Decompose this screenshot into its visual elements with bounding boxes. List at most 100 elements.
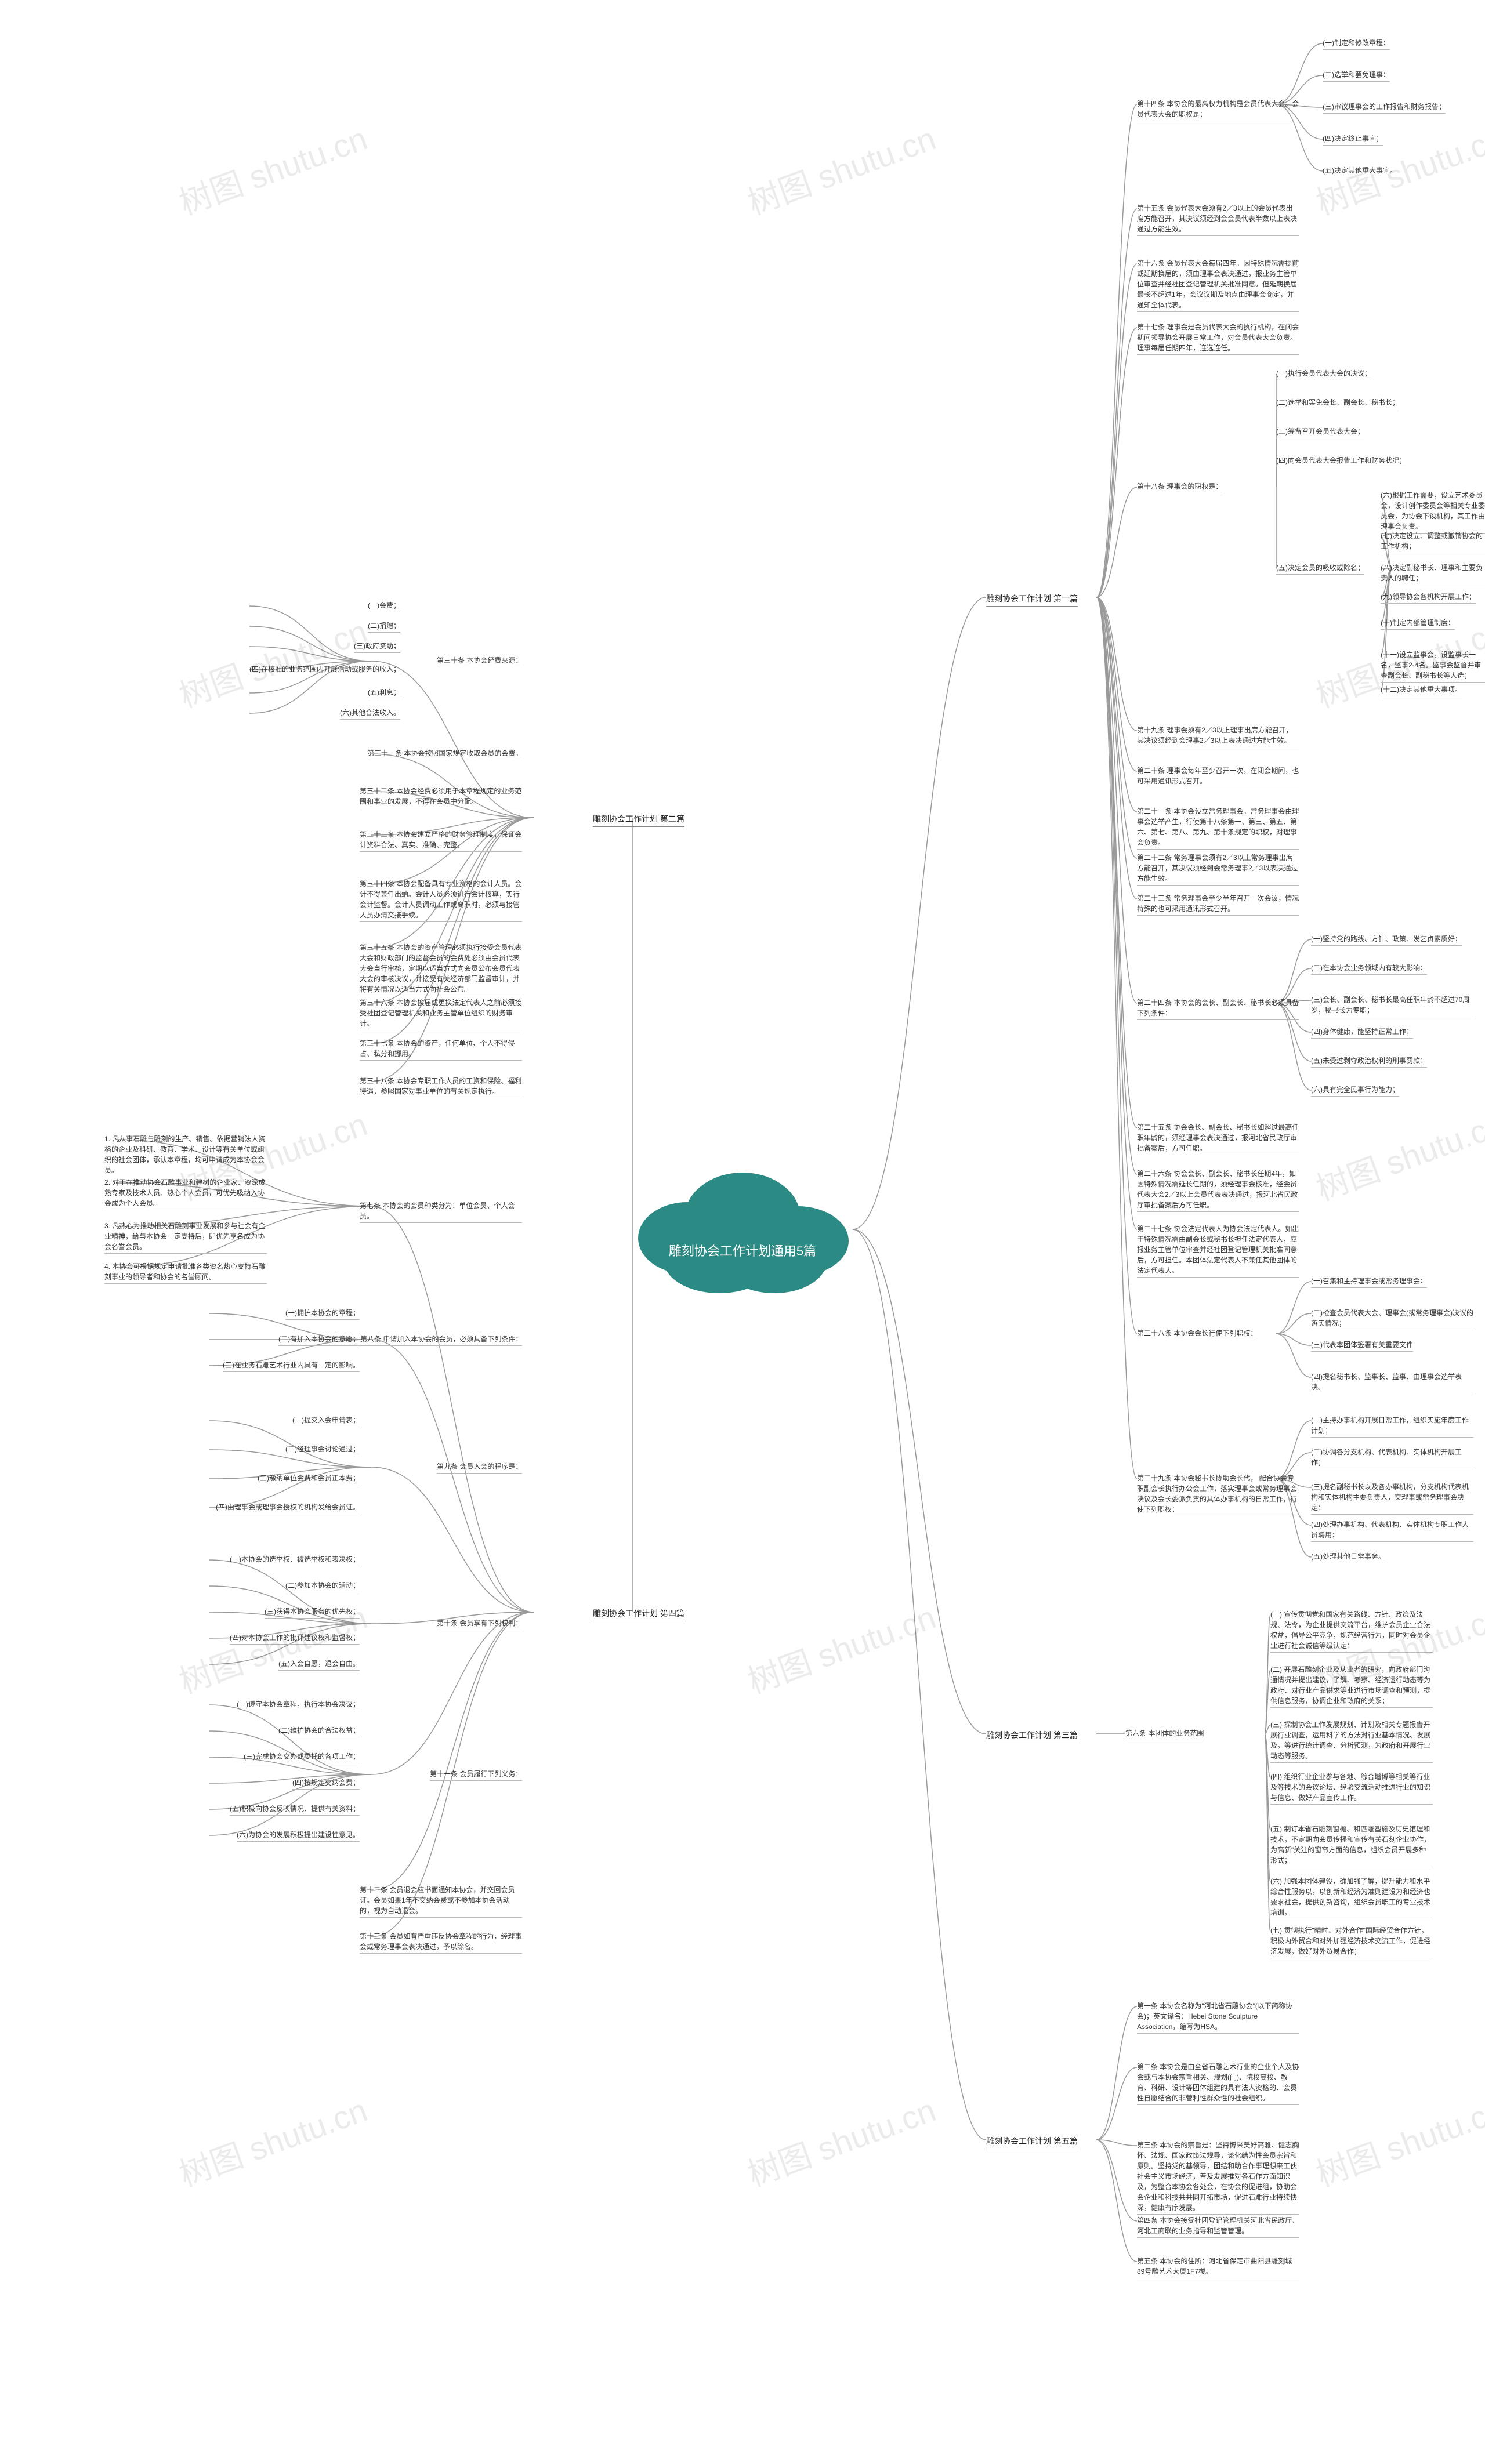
leaf-node: (二)有加入本协会的意愿； xyxy=(278,1334,360,1346)
leaf-node: (九)领导协会各机构开展工作； xyxy=(1381,591,1476,604)
leaf-node: 第十四条 本协会的最高权力机构是会员代表大会。会员代表大会的职权是： xyxy=(1137,99,1299,121)
center-node: 雕刻协会工作计划通用5篇 xyxy=(632,1160,853,1299)
branch-node: 雕刻协会工作计划 第二篇 xyxy=(593,812,684,827)
leaf-node: (四) 组织行业企业参与各地、综合增博等相关等行业及等技术的会议论坛、经验交流活… xyxy=(1270,1772,1433,1805)
leaf-node: 第三十一条 本协会按照国家规定收取会员的会费。 xyxy=(367,748,522,760)
leaf-node: 第二条 本协会是由全省石雕艺术行业的企业个人及协会或与本协会宗旨相关、规划(门)… xyxy=(1137,2062,1299,2105)
cloud-icon xyxy=(632,1160,853,1299)
leaf-node: (一)会费； xyxy=(368,600,400,612)
leaf-node: (四)提名秘书长、监事长、监事、由理事会选举表决。 xyxy=(1311,1371,1473,1394)
leaf-node: (四)向会员代表大会报告工作和财务状况； xyxy=(1276,455,1406,467)
leaf-node: (十二)决定其他重大事项。 xyxy=(1381,684,1462,696)
leaf-node: (六)其他合法收入。 xyxy=(340,707,400,720)
leaf-node: (四)决定终止事宜； xyxy=(1323,133,1383,146)
leaf-node: (一)制定和修改章程； xyxy=(1323,38,1390,50)
leaf-node: (四)对本协会工作的批评建议权和监督权； xyxy=(230,1632,360,1645)
leaf-node: 第二十一条 本协会设立常务理事会。常务理事会由理事会选举产生，行使第十八条第一、… xyxy=(1137,806,1299,850)
leaf-node: (一)提交入会申请表； xyxy=(292,1415,360,1427)
leaf-node: (六)具有完全民事行为能力； xyxy=(1311,1084,1399,1097)
leaf-node: 第十六条 会员代表大会每届四年。因特殊情况需提前或延期换届的，须由理事会表决通过… xyxy=(1137,258,1299,312)
leaf-node: 第三十五条 本协会的资产管理必须执行接受会员代表大会和财政部门的监督会员的会费处… xyxy=(360,942,522,996)
branch-node: 雕刻协会工作计划 第三篇 xyxy=(986,1728,1078,1743)
leaf-node: 第七条 本协会的会员种类分为：单位会员、个人会员。 xyxy=(360,1200,522,1223)
leaf-node: (七)决定设立、调整或撤销协会的工作机构； xyxy=(1381,531,1485,553)
leaf-node: (七) 贯彻执行"晴时、对外合作"国际经贸合作方针，积极内外贸合和对外加强经济技… xyxy=(1270,1925,1433,1958)
leaf-node: (四)身体健康，能坚持正常工作； xyxy=(1311,1026,1413,1039)
leaf-node: (三)完成协会交办或委托的各项工作； xyxy=(244,1751,360,1763)
leaf-node: (二)选举和罢免理事； xyxy=(1323,70,1390,82)
leaf-node: 第十条 会员享有下列权利： xyxy=(437,1618,522,1630)
leaf-node: (五)积极向协会反映情况、提供有关资料； xyxy=(230,1803,360,1816)
center-title: 雕刻协会工作计划通用5篇 xyxy=(632,1241,853,1260)
leaf-node: (六)根据工作需要，设立艺术委员会，设计创作委员会等相关专业委员会，为协会下设机… xyxy=(1381,490,1485,534)
leaf-node: 1. 凡从事石雕与雕刻的生产、销售、依据营销法人资格的企业及科研、教育、学术、设… xyxy=(104,1134,267,1177)
leaf-node: 第十五条 会员代表大会须有2／3以上的会员代表出席方能召开，其决议须经到会会员代… xyxy=(1137,203,1299,236)
leaf-node: (一) 宣传贯彻党和国家有关路线、方针、政策及法规、法令，为企业提供交流平台，维… xyxy=(1270,1609,1433,1653)
leaf-node: (四)由理事会或理事会授权的机构发给会员证。 xyxy=(216,1502,360,1514)
leaf-node: (五)处理其他日常事务。 xyxy=(1311,1551,1385,1563)
leaf-node: (一)主持办事机构开展日常工作，组织实施年度工作计划； xyxy=(1311,1415,1473,1438)
leaf-node: (四)处理办事机构、代表机构、实体机构专职工作人员聘用； xyxy=(1311,1519,1473,1542)
leaf-node: (三)筹备召开会员代表大会； xyxy=(1276,426,1364,438)
leaf-node: (五)决定会员的吸收或除名； xyxy=(1276,563,1364,575)
leaf-node: (二)捐赠； xyxy=(368,620,400,633)
leaf-node: 第十三条 会员如有严重违反协会章程的行为，经理事会或常务理事会表决通过，予以除名… xyxy=(360,1931,522,1954)
leaf-node: (一)召集和主持理事会或常务理事会； xyxy=(1311,1276,1427,1288)
leaf-node: (三)政府资助； xyxy=(354,641,400,653)
leaf-node: (二) 开展石雕刻企业及从业者的研究，向政府部门沟通情况并提出建议，了解、考察、… xyxy=(1270,1664,1433,1708)
leaf-node: (六) 加强本团体建设，确加强了解，提升能力和水平综合性服务以，以创新和经济为准… xyxy=(1270,1876,1433,1919)
leaf-node: 第二十四条 本协会的会长、副会长、秘书长必须具备下列条件： xyxy=(1137,997,1299,1020)
leaf-node: (五)决定其他重大事宜。 xyxy=(1323,165,1397,177)
leaf-node: (一)坚持党的路线、方针、政策、发乞贞素质好； xyxy=(1311,934,1462,946)
leaf-node: 第三十四条 本协会配备具有专业资格的会计人员。会计不得兼任出纳。会计人员必须进行… xyxy=(360,879,522,922)
leaf-node: 第三十七条 本协会的资产，任何单位、个人不得侵占、私分和挪用。 xyxy=(360,1038,522,1061)
branch-node: 雕刻协会工作计划 第四篇 xyxy=(593,1606,684,1621)
leaf-node: 3. 凡热心为推动相关石雕刻事业发展和参与社会有企业精神，给与本协会一定支持后，… xyxy=(104,1221,267,1254)
leaf-node: (三)审议理事会的工作报告和财务报告； xyxy=(1323,101,1446,114)
leaf-node: (三) 探制协会工作发展规划、计划及相关专题报告开展行业调查，运用科学的方法对行… xyxy=(1270,1719,1433,1763)
leaf-node: 第八条 申请加入本协会的会员，必须具备下列条件： xyxy=(360,1334,522,1346)
leaf-node: 第六条 本团体的业务范围 xyxy=(1125,1728,1204,1740)
leaf-node: 第一条 本协会名称为"河北省石雕协会"(以下简称协会)；英文译名：Hebei S… xyxy=(1137,2001,1299,2034)
leaf-node: 第二十二条 常务理事会须有2／3以上常务理事出席方能召开，其决议须经到会常务理事… xyxy=(1137,852,1299,886)
leaf-node: (一)拥护本协会的章程； xyxy=(285,1308,360,1320)
leaf-node: 第二十条 理事会每年至少召开一次，在闭会期间，也可采用通讯形式召开。 xyxy=(1137,765,1299,788)
leaf-node: 第三十条 本协会经费来源： xyxy=(437,655,522,667)
leaf-node: (五) 制订本省石雕刻窗檐、和匹雕塑施及历史馆理和技术，不定期向会员传播和宣传有… xyxy=(1270,1824,1433,1867)
leaf-node: (二)经理事会讨论通过； xyxy=(285,1444,360,1456)
leaf-node: (三)会长、副会长、秘书长最高任职年龄不超过70周岁，秘书长为专职； xyxy=(1311,995,1473,1017)
branch-node: 雕刻协会工作计划 第五篇 xyxy=(986,2134,1078,2149)
branch-node: 雕刻协会工作计划 第一篇 xyxy=(986,591,1078,607)
leaf-node: 第十八条 理事会的职权是： xyxy=(1137,481,1222,493)
leaf-node: (一)本协会的选举权、被选举权和表决权； xyxy=(230,1554,360,1566)
leaf-node: (一)执行会员代表大会的决议； xyxy=(1276,368,1371,380)
leaf-node: 第二十九条 本协会秘书长协助会长代， 配合协会专职副会长执行办公会工作，落实理事… xyxy=(1137,1473,1299,1516)
leaf-node: (六)为协会的发展积极提出建设性意见。 xyxy=(237,1830,360,1842)
leaf-node: (五)未受过剥夺政治权利的刑事罚款； xyxy=(1311,1055,1427,1068)
leaf-node: 第三十八条 本协会专职工作人员的工资和保险、福利待遇，参照国家对事业单位的有关规… xyxy=(360,1076,522,1098)
leaf-node: 第二十八条 本协会会长行使下列职权： xyxy=(1137,1328,1257,1340)
leaf-node: (三)在业务石雕艺术行业内具有一定的影响。 xyxy=(223,1360,360,1372)
leaf-node: (五)利息； xyxy=(368,687,400,699)
leaf-node: (五)入会自愿，退会自由。 xyxy=(278,1659,360,1671)
leaf-node: (四)按规定交纳会费； xyxy=(292,1777,360,1790)
leaf-node: 第十二条 会员退会应书面通知本协会，并交回会员证。会员如果1年不交纳会费或不参加… xyxy=(360,1885,522,1918)
leaf-node: 第三十二条 本协会经费必须用于本章程规定的业务范围和事业的发展，不得在会员中分配… xyxy=(360,786,522,808)
leaf-node: (十一)设立监事会，设监事长一名，监事2-4名。监事会监督并审查副会长、副秘书长… xyxy=(1381,649,1485,683)
leaf-node: 第十七条 理事会是会员代表大会的执行机构，在闭会期间领导协会开展日常工作，对会员… xyxy=(1137,322,1299,355)
leaf-node: 第十九条 理事会须有2／3以上理事出席方能召开，其决议须经到会理事2／3以上表决… xyxy=(1137,725,1299,747)
leaf-node: (二)协调各分支机构、代表机构、实体机构开展工作； xyxy=(1311,1447,1473,1469)
leaf-node: (二)参加本协会的活动； xyxy=(285,1580,360,1592)
leaf-node: (三)代表本团体签署有关重要文件 xyxy=(1311,1340,1413,1352)
leaf-node: (二)维护协会的合法权益； xyxy=(278,1725,360,1737)
leaf-node: 第四条 本协会接受社团登记管理机关河北省民政厅、河北工商联的业务指导和监管管理。 xyxy=(1137,2215,1299,2238)
leaf-node: (八)决定副秘书长、理事和主要负责人的聘任； xyxy=(1381,563,1485,585)
leaf-node: (二)检查会员代表大会、理事会(或常务理事会)决议的落实情况； xyxy=(1311,1308,1473,1330)
leaf-node: 第三十三条 本协会建立严格的财务管理制度，保证会计资料合法、真实、准确、完整。 xyxy=(360,829,522,852)
leaf-node: 第二十三条 常务理事会至少半年召开一次会议，情况特殊的也可采用通讯形式召开。 xyxy=(1137,893,1299,916)
leaf-node: (三)获得本协会服务的优先权； xyxy=(265,1606,360,1619)
leaf-node: 第二十五条 协会会长、副会长、秘书长如超过最高任职年龄的，须经理事会表决通过，报… xyxy=(1137,1122,1299,1155)
leaf-node: (二)选举和罢免会长、副会长、秘书长； xyxy=(1276,397,1399,409)
leaf-node: 第十一条 会员履行下列义务： xyxy=(430,1769,522,1781)
leaf-node: 4. 本协会可根据规定申请批准各类资名热心支持石雕刻事业的领导者和协会的名誉顾问… xyxy=(104,1261,267,1284)
